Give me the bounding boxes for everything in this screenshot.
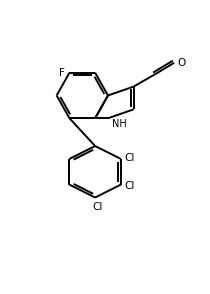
Text: Cl: Cl: [92, 203, 102, 213]
Text: F: F: [59, 68, 64, 78]
Text: O: O: [177, 58, 185, 68]
Text: Cl: Cl: [125, 181, 135, 191]
Text: NH: NH: [112, 119, 127, 129]
Text: Cl: Cl: [125, 153, 135, 163]
